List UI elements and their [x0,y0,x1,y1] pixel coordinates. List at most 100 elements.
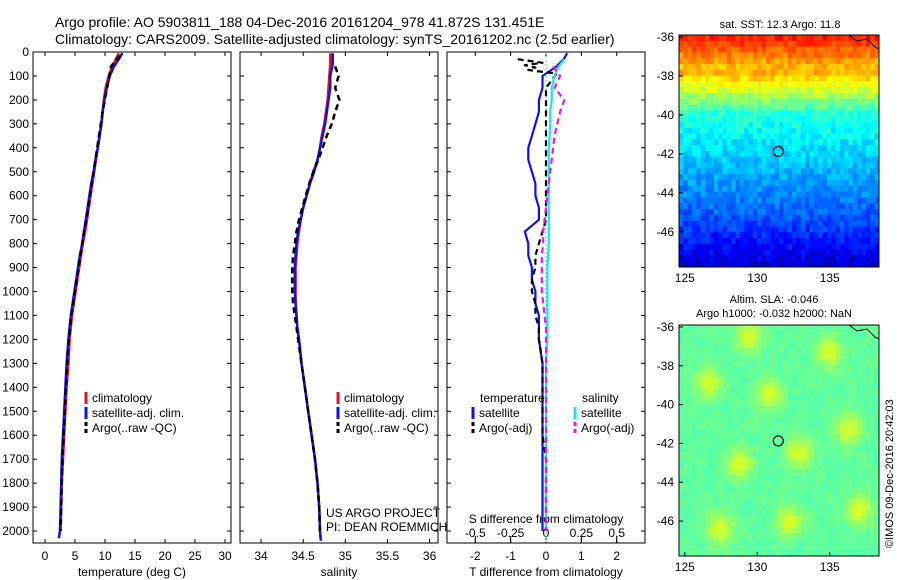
map-cell [800,133,806,140]
map-cell [818,261,823,268]
map-cell [805,162,810,169]
map-cell [709,330,715,337]
map-cell [822,110,828,117]
map-cell [839,209,845,216]
map-cell [844,104,849,111]
map-cell [779,220,784,227]
map-cell [831,394,836,401]
map-cell [813,52,819,59]
map-cell [796,197,802,204]
map-cell [761,145,767,152]
map-cell [792,446,797,453]
x-tick-label: 1 [578,549,585,563]
map-cell [844,388,849,395]
map-cell [792,527,797,534]
map-cell [761,521,767,528]
map-cell [852,87,858,94]
map-cell [761,423,767,430]
map-cell [796,249,802,256]
map-cell [848,463,854,470]
map-cell [796,440,802,447]
map-cell [748,35,754,42]
map-cell [696,110,702,117]
map-cell [744,81,749,88]
map-cell [831,365,836,372]
map-cell [826,40,832,47]
map-cell [822,532,828,540]
map-cell [865,538,871,545]
map-cell [818,64,823,71]
map-cell [870,156,876,163]
map-cell [709,400,715,407]
map-cell [835,168,841,175]
temperature-profile-panel: 0100200300400500600700800900100011001200… [2,45,232,579]
map-cell [687,174,693,181]
map-cell [731,191,736,198]
map-cell [748,527,754,534]
map-cell [787,151,793,158]
map-cell [709,532,715,540]
map-cell [718,417,723,424]
map-cell [835,69,841,76]
map-cell [761,133,767,140]
map-cell [865,151,871,158]
map-cell [852,498,858,505]
map-cell [731,440,736,447]
map-cell [687,168,693,175]
map-cell [861,232,867,239]
map-cell [813,185,819,192]
map-cell [739,209,745,216]
map-cell [757,498,763,505]
map-cell [779,405,784,413]
map-cell [765,394,771,401]
map-cell [709,440,715,447]
map-cell [857,446,863,453]
map-cell [731,104,736,111]
map-cell [844,238,849,245]
map-cell [757,75,763,82]
map-cell [765,162,771,169]
map-cell [757,209,763,216]
map-cell [735,550,741,557]
map-cell [692,191,697,198]
map-cell [792,515,797,522]
map-cell [705,509,710,516]
map-cell [696,104,702,111]
map-cell [683,46,689,53]
map-cell [839,145,845,152]
map-cell [679,376,684,384]
map-cell [748,394,754,401]
legend-header: temperature [480,391,545,405]
map-cell [818,156,823,163]
map-cell [839,504,845,511]
map-cell [796,156,802,163]
map-cell [848,209,854,216]
map-cell [722,428,728,436]
y-tick-label: 900 [9,261,29,275]
map-cell [752,209,758,216]
map-cell [683,238,689,245]
map-cell [818,214,823,221]
map-cell [839,371,845,378]
map-cell [844,232,849,239]
map-cell [818,133,823,140]
map-cell [813,423,819,430]
map-cell [739,382,745,389]
map-cell [826,87,832,94]
map-cell [805,261,810,268]
map-cell [796,64,802,71]
map-cell [792,382,797,389]
map-cell [826,226,832,233]
map-cell [857,98,863,105]
map-cell [757,532,763,540]
map-cell [774,463,780,470]
map-cell [779,81,784,88]
map-cell [761,400,767,407]
map-cell [831,52,836,59]
map-cell [861,226,867,233]
map-cell [813,40,819,47]
map-cell [692,342,697,349]
map-cell [722,69,728,76]
map-cell [726,504,732,511]
map-cell [865,185,871,192]
